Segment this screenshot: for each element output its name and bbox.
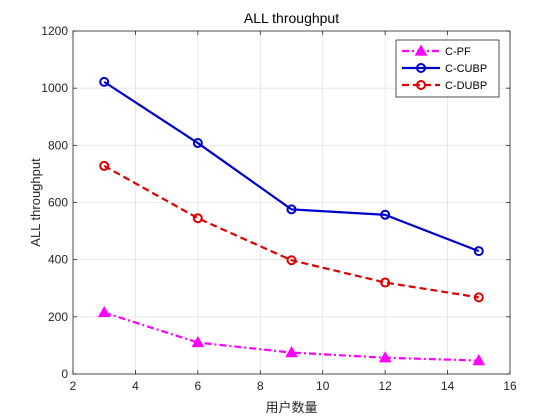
data-point-c-cubp bbox=[192, 138, 203, 149]
data-point-c-pf bbox=[191, 336, 205, 348]
legend-label: C-CUBP bbox=[445, 63, 487, 75]
y-tick-label: 200 bbox=[48, 310, 68, 324]
x-tick-label: 10 bbox=[316, 379, 330, 393]
series-c-cubp bbox=[99, 76, 484, 257]
series-line-c-pf bbox=[103, 311, 479, 362]
y-tick-label: 800 bbox=[48, 138, 68, 152]
y-tick-label: 600 bbox=[48, 196, 68, 210]
legend: C-PF C-CUBP C-DUBP bbox=[395, 39, 500, 98]
data-point-c-pf bbox=[97, 306, 111, 318]
series-line-c-dubp bbox=[103, 164, 479, 299]
data-point-c-dubp bbox=[99, 160, 110, 171]
series-line-c-cubp bbox=[103, 80, 480, 253]
data-point-c-cubp bbox=[473, 246, 484, 257]
data-point-c-cubp bbox=[99, 76, 110, 87]
x-tick-label: 8 bbox=[257, 379, 264, 393]
y-axis-label: ALL throughput bbox=[28, 158, 43, 247]
data-point-c-pf bbox=[285, 346, 298, 358]
x-tick-label: 16 bbox=[503, 379, 517, 393]
legend-marker bbox=[416, 80, 426, 90]
data-point-c-pf bbox=[472, 354, 486, 366]
legend-label: C-DUBP bbox=[445, 80, 487, 92]
data-point-c-dubp bbox=[380, 277, 391, 288]
y-tick-label: 0 bbox=[61, 367, 68, 381]
x-tick-label: 14 bbox=[441, 379, 455, 393]
x-tick-label: 4 bbox=[132, 379, 139, 393]
series-c-dubp bbox=[99, 160, 484, 303]
data-point-c-cubp bbox=[286, 204, 297, 215]
legend-label: C-PF bbox=[445, 46, 471, 58]
data-point-c-cubp bbox=[380, 209, 391, 220]
y-tick-label: 1200 bbox=[41, 24, 68, 38]
data-point-c-dubp bbox=[473, 292, 484, 303]
axis-ticks: 2 4 6 8 10 12 14 16 0 200 400 600 800 1000 1200 bbox=[41, 24, 517, 393]
legend-marker bbox=[416, 63, 426, 73]
data-point-c-pf bbox=[378, 351, 392, 363]
legend-item-c-dubp: C-DUBP bbox=[402, 80, 487, 92]
x-tick-label: 2 bbox=[70, 379, 77, 393]
data-point-c-dubp bbox=[192, 213, 203, 224]
y-tick-label: 400 bbox=[48, 253, 68, 267]
chart-title: ALL throughput bbox=[244, 10, 339, 26]
series-layer bbox=[97, 76, 486, 366]
x-tick-label: 12 bbox=[378, 379, 392, 393]
legend-item-c-pf: C-PF bbox=[402, 44, 471, 58]
x-tick-label: 6 bbox=[195, 379, 202, 393]
y-tick-label: 1000 bbox=[41, 81, 68, 95]
series-c-pf bbox=[97, 306, 486, 366]
data-point-c-dubp bbox=[286, 255, 297, 266]
legend-marker bbox=[414, 44, 428, 56]
x-axis-label: 用户数量 bbox=[265, 400, 317, 415]
legend-item-c-cubp: C-CUBP bbox=[402, 63, 487, 75]
